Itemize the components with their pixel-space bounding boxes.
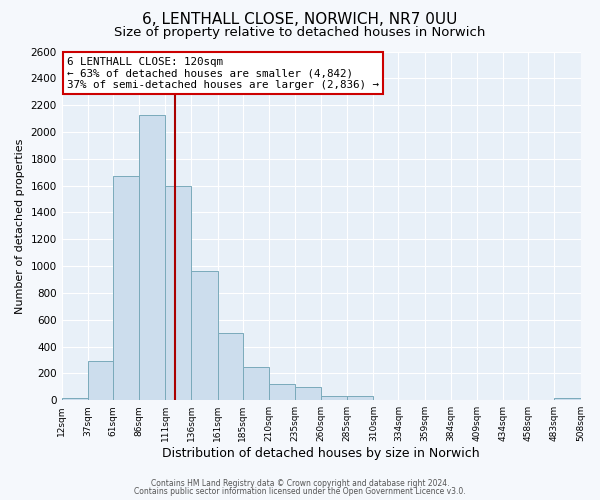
Bar (242, 366, 269, 400)
Text: Size of property relative to detached houses in Norwich: Size of property relative to detached ho… (115, 26, 485, 39)
Text: Contains public sector information licensed under the Open Government Licence v3: Contains public sector information licen… (134, 487, 466, 496)
Bar (62, 398, 88, 400)
Text: 6 LENTHALL CLOSE: 120sqm
← 63% of detached houses are smaller (4,842)
37% of sem: 6 LENTHALL CLOSE: 120sqm ← 63% of detach… (67, 56, 379, 90)
Bar (347, 396, 373, 400)
Bar (139, 114, 165, 400)
Y-axis label: Number of detached properties: Number of detached properties (15, 138, 25, 314)
Bar (269, 384, 295, 400)
Text: 6, LENTHALL CLOSE, NORWICH, NR7 0UU: 6, LENTHALL CLOSE, NORWICH, NR7 0UU (142, 12, 458, 28)
Bar (218, 333, 242, 400)
Bar (321, 396, 347, 400)
Text: Contains HM Land Registry data © Crown copyright and database right 2024.: Contains HM Land Registry data © Crown c… (151, 479, 449, 488)
Bar (554, 398, 581, 400)
Bar (191, 272, 218, 400)
Bar (295, 388, 321, 400)
X-axis label: Distribution of detached houses by size in Norwich: Distribution of detached houses by size … (162, 447, 480, 460)
Bar (165, 186, 191, 400)
Bar (113, 176, 139, 400)
Bar (88, 362, 113, 400)
